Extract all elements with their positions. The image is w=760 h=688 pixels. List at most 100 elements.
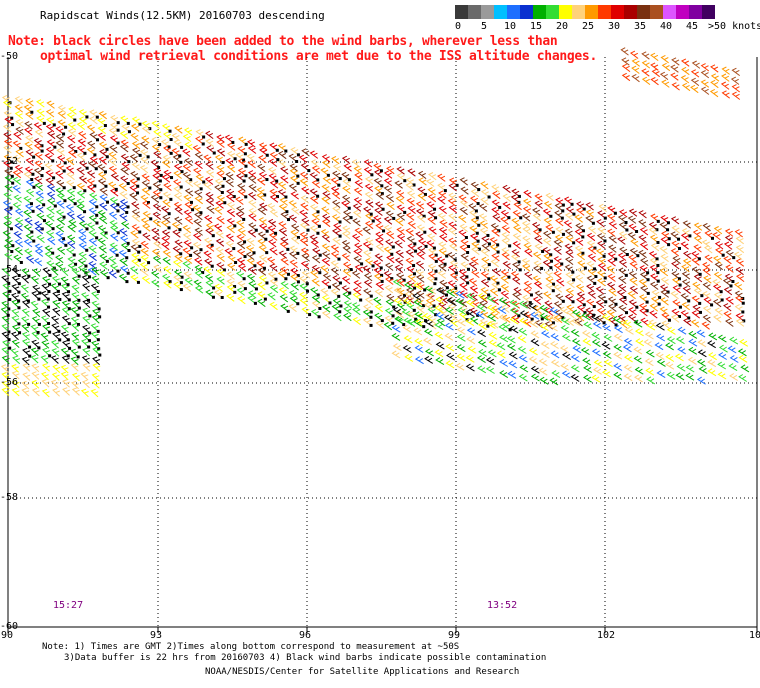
legend-swatch xyxy=(585,5,598,19)
quality-flag-dot xyxy=(720,298,724,302)
quality-flag-dot xyxy=(127,130,131,134)
quality-flag-dot xyxy=(475,231,479,235)
wind-barb xyxy=(385,230,395,240)
wind-barb xyxy=(375,237,384,246)
wind-barb xyxy=(25,149,34,158)
wind-barb xyxy=(641,68,650,77)
quality-flag-dot xyxy=(64,125,68,129)
wind-barb xyxy=(572,345,582,354)
wind-barb xyxy=(21,308,30,317)
wind-barb xyxy=(561,333,571,342)
latitude-label: -58 xyxy=(0,492,19,503)
quality-flag-dot xyxy=(262,266,266,270)
wind-barb xyxy=(88,245,97,254)
wind-barb xyxy=(712,283,722,293)
wind-barb xyxy=(555,218,564,227)
wind-barb xyxy=(309,172,318,181)
wind-barb xyxy=(120,139,129,148)
wind-barb xyxy=(634,366,644,375)
quality-flag-dot xyxy=(94,167,98,171)
wind-barb xyxy=(174,206,183,215)
wind-barb xyxy=(488,339,498,348)
wind-barb xyxy=(718,344,728,353)
wind-barb xyxy=(650,52,659,61)
wind-barb xyxy=(20,284,29,293)
wind-barb xyxy=(299,222,309,231)
wind-barb xyxy=(311,212,320,221)
wind-barb xyxy=(330,288,339,297)
wind-barb xyxy=(621,57,630,66)
wind-barb xyxy=(631,73,640,83)
quality-flag-dot xyxy=(85,248,89,252)
quality-flag-dot xyxy=(370,173,374,177)
wind-barb xyxy=(735,295,744,304)
wind-barb xyxy=(162,214,171,223)
wind-barb xyxy=(543,253,552,262)
wind-barb xyxy=(2,267,11,277)
wind-barb xyxy=(353,166,362,175)
wind-barb xyxy=(56,163,65,172)
wind-barb xyxy=(203,182,212,191)
wind-barb xyxy=(489,237,498,246)
wind-barb xyxy=(97,178,107,187)
wind-barb xyxy=(682,220,691,229)
quality-flag-dot xyxy=(46,297,50,301)
wind-barb xyxy=(396,302,406,311)
wind-barb xyxy=(675,372,685,381)
wind-barb xyxy=(71,380,79,390)
wind-barb xyxy=(237,158,247,167)
wind-barb xyxy=(423,337,432,346)
wind-barb xyxy=(623,364,633,373)
quality-flag-dot xyxy=(677,246,681,250)
quality-flag-dot xyxy=(83,210,87,214)
quality-flag-dot xyxy=(169,197,173,201)
wind-barb xyxy=(458,269,468,278)
wind-barb xyxy=(565,249,574,258)
wind-barb xyxy=(12,176,22,186)
quality-flag-dot xyxy=(296,251,300,255)
wind-barb xyxy=(257,298,266,307)
wind-barb xyxy=(628,307,637,316)
quality-flag-dot xyxy=(719,290,723,294)
quality-flag-dot xyxy=(66,354,70,358)
wind-barb xyxy=(130,123,140,132)
wind-barb xyxy=(521,213,531,222)
wind-barb xyxy=(587,246,597,255)
quality-flag-dot xyxy=(466,251,470,255)
wind-barb xyxy=(46,183,56,193)
wind-barb xyxy=(34,151,43,161)
wind-barb xyxy=(194,257,203,266)
wind-barb xyxy=(465,318,475,327)
wind-barb xyxy=(618,283,627,292)
wind-barb xyxy=(321,279,330,288)
wind-barb xyxy=(120,220,130,230)
wind-barb xyxy=(24,166,34,175)
wind-barb xyxy=(638,278,648,288)
wind-barb xyxy=(384,308,394,317)
quality-flag-dot xyxy=(602,321,606,325)
wind-barb xyxy=(373,169,383,178)
wind-barb xyxy=(519,317,529,326)
wind-barb xyxy=(288,251,298,260)
wind-barb xyxy=(427,193,437,203)
wind-barb xyxy=(549,307,559,316)
wind-barb xyxy=(681,82,691,92)
quality-flag-dot xyxy=(168,129,172,133)
quality-flag-dot xyxy=(561,316,565,320)
wind-barb xyxy=(11,339,20,348)
wind-barb xyxy=(352,218,361,227)
quality-flag-dot xyxy=(167,226,171,230)
wind-barb xyxy=(660,236,669,246)
wind-barb xyxy=(341,253,351,262)
quality-flag-dot xyxy=(87,345,91,349)
wind-barb xyxy=(465,299,475,308)
wind-barb xyxy=(731,91,741,100)
wind-barb xyxy=(247,160,256,169)
wind-barb xyxy=(205,243,215,252)
wind-barb xyxy=(532,229,542,238)
wind-barb xyxy=(3,207,13,216)
quality-flag-dot xyxy=(74,150,78,154)
wind-barb xyxy=(288,153,297,162)
wind-barb xyxy=(471,246,480,255)
quality-flag-dot xyxy=(380,192,384,196)
